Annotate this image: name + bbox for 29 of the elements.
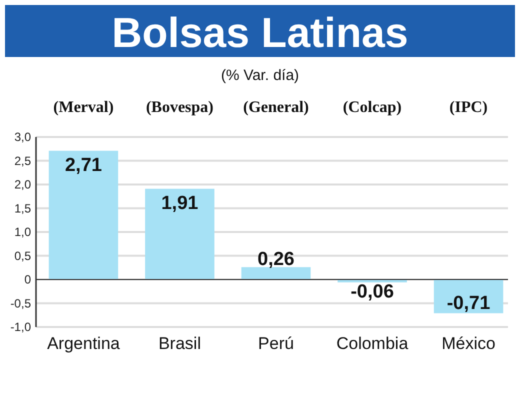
text: (Merval) — [53, 99, 114, 116]
y-tick-label: 2,5 — [14, 154, 32, 168]
x-tick-label: Argentina — [47, 334, 120, 353]
text: (Colcap) — [342, 99, 402, 116]
y-tick-label: 1,5 — [14, 201, 32, 216]
data-label: 0,26 — [258, 249, 294, 270]
text: (Bovespa) — [146, 99, 214, 116]
data-label: 1,91 — [161, 192, 199, 214]
text: (IPC) — [449, 99, 488, 116]
y-tick-label: 0 — [24, 272, 32, 286]
y-tick-label: -0,5 — [10, 296, 32, 310]
chart-title: Bolsas Latinas — [112, 9, 408, 56]
chart-subtitle: (% Var. día) — [220, 67, 300, 84]
bar — [241, 267, 311, 280]
bar — [145, 188, 214, 280]
data-label: 2,71 — [64, 154, 102, 176]
y-tick-label: 3,0 — [14, 130, 32, 144]
x-tick-label: Colombia — [336, 334, 409, 353]
y-tick-label: -1,0 — [10, 320, 32, 334]
x-tick-label: Brasil — [158, 334, 201, 353]
y-tick-label: 1,0 — [14, 225, 32, 239]
bar — [48, 150, 118, 280]
data-label: -0,71 — [446, 293, 491, 314]
text: (General) — [243, 99, 309, 116]
y-tick-label: 0,5 — [14, 248, 32, 263]
x-tick-label: México — [442, 334, 496, 353]
y-tick-label: 2,0 — [14, 178, 32, 192]
data-label: -0,06 — [350, 282, 394, 302]
x-tick-label: Perú — [258, 334, 294, 353]
